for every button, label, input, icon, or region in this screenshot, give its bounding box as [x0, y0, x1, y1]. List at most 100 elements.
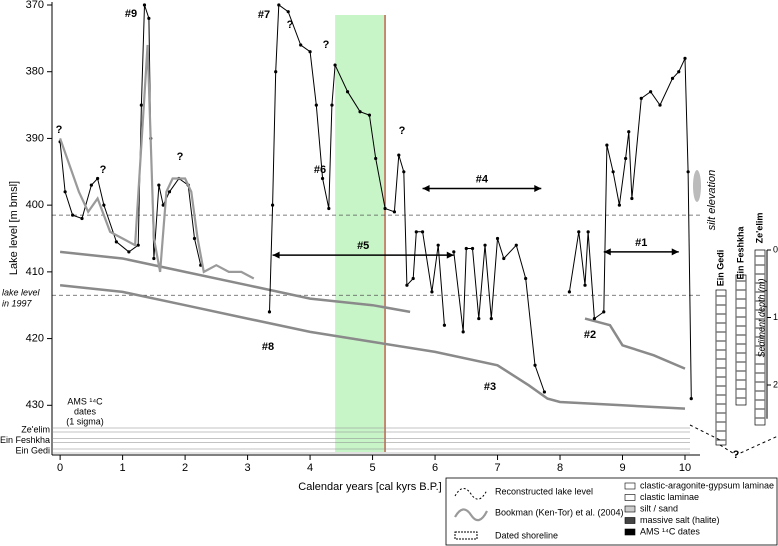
data-point [639, 96, 643, 101]
data-point [161, 203, 165, 207]
data-point [63, 190, 67, 194]
core-row-label: Ein Gedi [15, 445, 50, 455]
x-tick-label: 0 [57, 462, 63, 474]
x-tick-label: 4 [307, 462, 313, 474]
x-axis-label: Calendar years [cal kyrs B.P.] [298, 481, 441, 493]
data-point [136, 243, 140, 247]
ams-label: dates [74, 406, 97, 416]
annotation: #3 [484, 381, 496, 393]
data-point [327, 206, 331, 211]
data-point [274, 70, 278, 74]
x-tick-label: 3 [245, 462, 251, 474]
data-point [495, 236, 500, 241]
core-row-label: Ein Feshkha [0, 435, 50, 445]
legend-swatch [454, 508, 488, 522]
data-point [649, 90, 653, 94]
data-point [267, 310, 272, 314]
y-tick-label: 390 [26, 132, 44, 144]
legend-label: AMS ¹⁴C dates [640, 526, 700, 536]
core-link [689, 424, 778, 456]
data-point [330, 103, 334, 107]
data-point [461, 330, 465, 334]
y-tick-label: 380 [26, 66, 44, 78]
data-point [270, 203, 275, 207]
x-tick-label: 9 [619, 462, 625, 474]
data-point [411, 276, 415, 281]
legend-label: Bookman (Ken-Tor) et al. (2004) [495, 507, 624, 517]
legend-label: silt / sand [640, 503, 678, 513]
data-point [127, 250, 131, 254]
arrow-label: #4 [476, 173, 489, 185]
annotation: ? [399, 125, 406, 137]
boundary-line [59, 283, 686, 410]
data-point [414, 230, 418, 234]
data-point [374, 156, 378, 161]
annotation: #9 [125, 8, 137, 20]
x-tick-label: 1 [120, 462, 126, 474]
ams-label: (1 sigma) [66, 416, 104, 426]
data-point [96, 176, 100, 181]
data-point [483, 243, 487, 247]
data-point [358, 110, 362, 114]
data-point [630, 196, 634, 201]
depth-label: Sediment depth (m) [756, 278, 766, 357]
data-point [464, 246, 468, 251]
data-point [542, 390, 547, 394]
annotation: ? [100, 164, 107, 176]
silt-label: silt elevation [706, 170, 718, 231]
data-point [470, 246, 475, 251]
legend-swatch [624, 494, 636, 501]
core-title: Ein Feshkha [735, 225, 745, 279]
legend-swatch [454, 488, 488, 500]
y-tick-label: 430 [26, 399, 44, 411]
core-title: Ze'elim [754, 213, 764, 244]
legend-label: Reconstructed lake level [495, 486, 593, 496]
boundary-line [59, 250, 686, 370]
y-tick-label: 370 [26, 0, 44, 11]
data-point [683, 56, 687, 60]
data-point [624, 156, 628, 161]
core-column [735, 274, 747, 406]
data-point [436, 243, 440, 247]
data-point [102, 203, 106, 207]
data-point [567, 290, 572, 294]
data-point [430, 290, 434, 294]
x-tick-label: 2 [182, 462, 188, 474]
annotation: ? [56, 124, 63, 136]
data-point [617, 203, 621, 207]
data-point [605, 143, 609, 147]
x-tick-label: 10 [679, 462, 691, 474]
data-point [142, 3, 147, 7]
annotation: ? [287, 19, 294, 31]
data-point [139, 103, 143, 107]
data-point [658, 103, 662, 107]
annotation: #8 [262, 341, 274, 353]
data-point [489, 316, 493, 321]
data-point [333, 63, 337, 67]
legend-label: clastic-aragonite-gypsum laminae [640, 480, 774, 490]
lake-level-1997: in 1997 [2, 298, 33, 308]
data-point [420, 230, 425, 234]
legend-label: clastic laminae [640, 492, 699, 502]
data-point [583, 283, 587, 287]
data-point [611, 170, 615, 174]
data-point [314, 103, 318, 107]
legend-label: massive salt (halite) [640, 515, 720, 525]
data-point [405, 283, 409, 287]
data-point [502, 256, 506, 261]
data-point [627, 130, 631, 134]
data-point [514, 243, 518, 247]
legend-swatch [624, 528, 636, 536]
data-point [452, 250, 456, 254]
annotation: #7 [258, 9, 270, 21]
core-title: Ein Gedi [715, 250, 725, 287]
highlight-band [335, 15, 386, 452]
data-point [392, 210, 397, 214]
data-point [147, 16, 151, 20]
annotation: ? [177, 151, 184, 163]
data-point [367, 113, 372, 117]
legend-swatch [624, 505, 636, 513]
core-row-label: Ze'elim [21, 424, 50, 434]
data-point [167, 190, 172, 194]
